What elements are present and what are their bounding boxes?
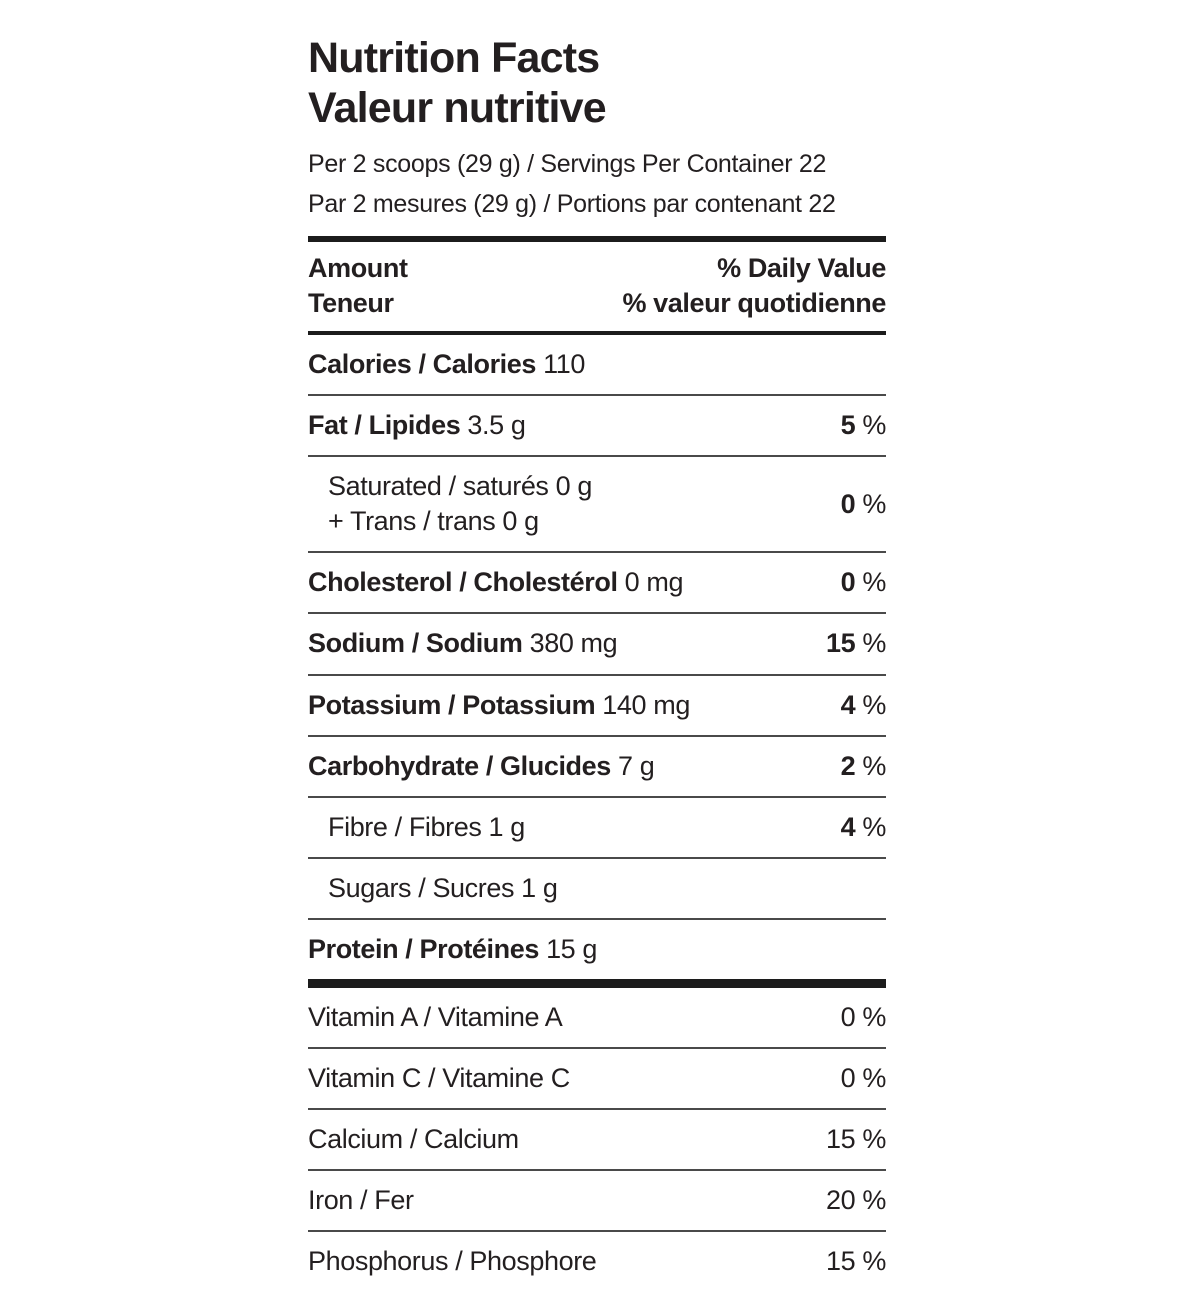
nutrient-row: Vitamin A / Vitamine A 0 % <box>308 988 886 1047</box>
nutrient-row: Protein / Protéines 15 g <box>308 920 886 979</box>
divider-rule <box>308 734 886 737</box>
daily-value-percent: 2 % <box>840 750 887 781</box>
nutrient-rows: Calories / Calories 110 Fat / Lipides 3.5… <box>308 335 886 1291</box>
nutrient-name: Fibre / Fibres 1 g <box>328 811 525 842</box>
divider-rule <box>308 612 886 615</box>
daily-value-percent: 0 % <box>840 1063 887 1094</box>
nutrient-name: Cholesterol / Cholestérol 0 mg <box>308 567 684 598</box>
divider-rule <box>308 551 886 554</box>
daily-value-header-french: % valeur quotidienne <box>622 287 886 318</box>
amount-header-english: Amount <box>308 252 408 283</box>
daily-value-percent: 4 % <box>840 811 887 842</box>
nutrient-name: Fat / Lipides 3.5 g <box>308 410 526 441</box>
nutrient-name: Sugars / Sucres 1 g <box>328 872 558 903</box>
nutrient-name: Vitamin A / Vitamine A <box>308 1001 563 1032</box>
divider-top-bar <box>308 235 886 242</box>
nutrient-row: Vitamin C / Vitamine C 0 % <box>308 1049 886 1108</box>
serving-info: Per 2 scoops (29 g) / Servings Per Conta… <box>308 144 886 224</box>
divider-rule <box>308 394 886 397</box>
title-french: Valeur nutritive <box>308 83 607 132</box>
nutrient-name: Carbohydrate / Glucides 7 g <box>308 750 655 781</box>
nutrient-row: Saturated / saturés 0 g + Trans / trans 0… <box>308 457 886 551</box>
nutrition-facts-label: Nutrition Facts Valeur nutritive Per 2 s… <box>308 34 886 1291</box>
nutrient-row: Fat / Lipides 3.5 g 5 % <box>308 396 886 455</box>
nutrient-row: Sodium / Sodium 380 mg 15 % <box>308 614 886 673</box>
nutrient-name: Sodium / Sodium 380 mg <box>308 628 618 659</box>
daily-value-percent: 15 % <box>826 1246 886 1277</box>
divider-rule <box>308 856 886 859</box>
nutrient-name: Iron / Fer <box>308 1185 414 1216</box>
nutrient-row: Iron / Fer 20 % <box>308 1171 886 1230</box>
daily-value-percent: 0 % <box>840 567 887 598</box>
divider-rule <box>308 795 886 798</box>
nutrient-row: Fibre / Fibres 1 g 4 % <box>308 798 886 857</box>
nutrient-name: Calories / Calories 110 <box>308 348 585 379</box>
serving-line-french: Par 2 mesures (29 g) / Portions par cont… <box>308 189 836 218</box>
nutrient-name: Vitamin C / Vitamine C <box>308 1063 570 1094</box>
daily-value-percent: 15 % <box>826 1124 886 1155</box>
amount-header: Amount Teneur <box>308 251 408 321</box>
nutrient-row: Carbohydrate / Glucides 7 g 2 % <box>308 737 886 796</box>
divider-rule <box>308 1169 886 1172</box>
amount-header-french: Teneur <box>308 287 394 318</box>
daily-value-percent: 4 % <box>840 689 887 720</box>
serving-line-english: Per 2 scoops (29 g) / Servings Per Conta… <box>308 149 827 178</box>
daily-value-header-english: % Daily Value <box>717 252 886 283</box>
divider-rule <box>308 1108 886 1111</box>
nutrient-row: Sugars / Sucres 1 g <box>308 859 886 918</box>
daily-value-header: % Daily Value % valeur quotidienne <box>622 251 886 321</box>
divider-header-bar <box>308 330 886 335</box>
nutrient-name: Protein / Protéines 15 g <box>308 933 598 964</box>
title-english: Nutrition Facts <box>308 34 600 82</box>
daily-value-percent: 15 % <box>826 628 886 659</box>
daily-value-percent: 0 % <box>840 1001 887 1032</box>
nutrient-row: Calories / Calories 110 <box>308 335 886 394</box>
nutrient-name: Potassium / Potassium 140 mg <box>308 689 690 720</box>
nutrient-row: Cholesterol / Cholestérol 0 mg 0 % <box>308 553 886 612</box>
divider-rule <box>308 455 886 458</box>
divider-rule <box>308 917 886 920</box>
nutrient-name: Saturated / saturés 0 g + Trans / trans 0… <box>328 471 592 537</box>
daily-value-percent: 5 % <box>840 410 887 441</box>
daily-value-percent: 20 % <box>826 1185 886 1216</box>
column-header: Amount Teneur % Daily Value % valeur quo… <box>308 242 886 331</box>
daily-value-percent: 0 % <box>840 488 887 519</box>
divider-rule <box>308 1047 886 1050</box>
nutrient-row: Phosphorus / Phosphore 15 % <box>308 1232 886 1291</box>
nutrient-name: Calcium / Calcium <box>308 1124 519 1155</box>
divider-section-bar <box>308 978 886 988</box>
nutrient-name: Phosphorus / Phosphore <box>308 1246 597 1277</box>
nutrient-row: Potassium / Potassium 140 mg 4 % <box>308 676 886 735</box>
nutrient-row: Calcium / Calcium 15 % <box>308 1110 886 1169</box>
divider-rule <box>308 673 886 676</box>
